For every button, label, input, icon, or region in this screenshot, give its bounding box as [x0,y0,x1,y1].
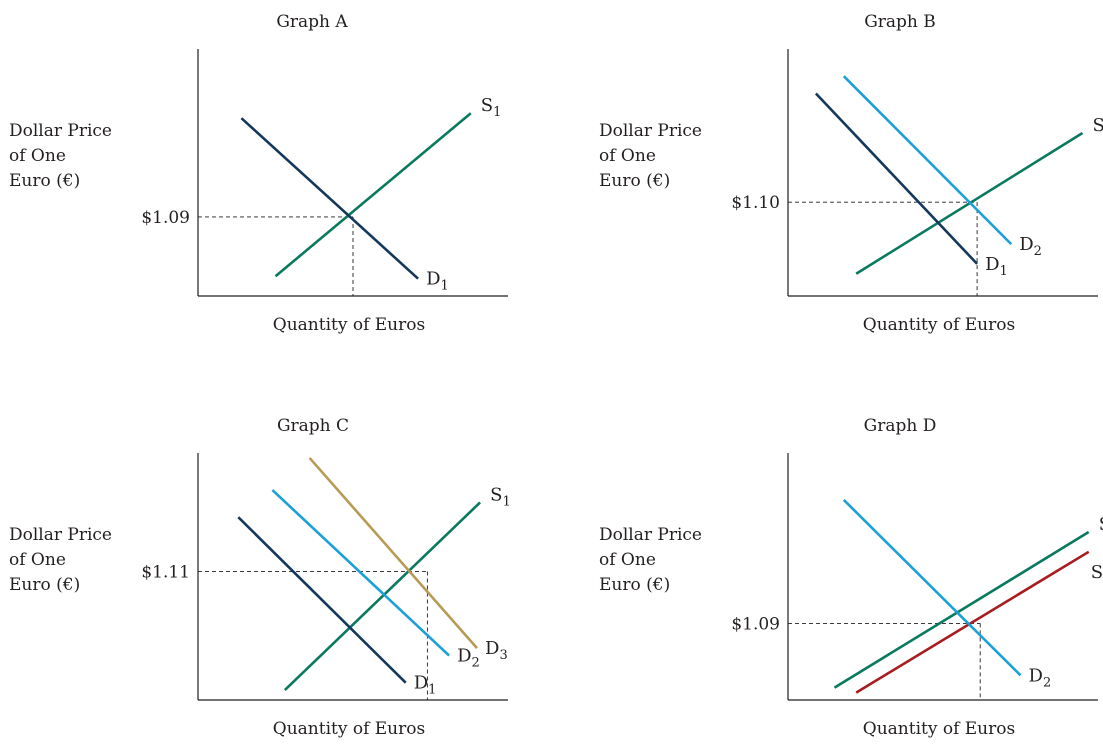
y-axis-label-line: Dollar Price [599,121,702,141]
x-axis-label: Quantity of Euros [863,719,1015,739]
curve-label-letter: D [457,646,471,667]
curve-label-letter: D [1019,234,1033,255]
curve-label-d1: D1 [414,673,437,698]
y-axis-label-line: Dollar Price [9,525,112,545]
supply-curve-s1 [833,530,1090,689]
x-axis-label: Quantity of Euros [863,315,1015,335]
curve-label-subscript: 3 [499,648,507,663]
curve-label-subscript: 2 [1034,244,1042,259]
curve-label-subscript: 1 [441,279,449,294]
curve-label-letter: S [1099,514,1103,535]
price-tick-label: $1.09 [141,208,190,228]
demand-curve-d1 [240,117,419,280]
curve-label-letter: S [490,484,502,505]
curve-label-letter: D [985,254,999,275]
chart-title: Graph B [864,12,936,32]
y-axis-label-line: Euro (€) [599,171,670,191]
chart-title: Graph D [864,416,937,436]
curve-label-letter: D [426,269,440,290]
curve-label-d3: D3 [485,638,508,663]
price-tick-label: $1.09 [731,614,780,634]
curve-label-letter: S [1093,115,1103,136]
curve-label-s2: S2 [1091,562,1103,587]
curve-label-subscript: 1 [1000,264,1008,279]
y-axis-label-line: Euro (€) [9,171,80,191]
curve-label-d2: D2 [1029,665,1052,690]
demand-curve-d1 [237,516,407,684]
demand-curve-d1 [814,92,979,265]
curve-label-subscript: 2 [1043,675,1051,690]
curve-label-s1: S1 [1093,115,1103,140]
curve-label-d1: D1 [426,269,449,294]
curve-label-letter: S [1091,562,1103,583]
curve-label-letter: D [1029,665,1043,686]
y-axis-label-line: of One [599,146,656,166]
curve-label-subscript: 1 [493,105,501,120]
supply-curve-s2 [855,550,1090,694]
y-axis-label-line: Euro (€) [599,575,670,595]
curve-label-s1: S1 [1099,514,1103,539]
curve-label-subscript: 2 [472,656,480,671]
price-tick-label: $1.10 [731,193,780,213]
y-axis-label-line: of One [599,550,656,570]
y-axis-label-line: Euro (€) [9,575,80,595]
curve-label-d2: D2 [1019,234,1042,259]
chart-2: Graph B Dollar Price of One Euro (€) Quantit… [599,12,1103,335]
chart-title: Graph C [277,416,349,436]
demand-curve-d2 [842,499,1022,677]
x-axis-label: Quantity of Euros [273,719,425,739]
chart-4: Graph D Dollar Price of One Euro (€) Quantit… [599,416,1103,739]
chart-1: Graph A Dollar Price of One Euro (€) Quantit… [9,12,508,335]
curve-label-s1: S1 [481,95,502,120]
curve-label-letter: S [481,95,493,116]
y-axis-label: Dollar Price of One Euro (€) [9,525,112,595]
supply-curve-s1 [283,501,482,692]
y-axis-label-line: Dollar Price [9,121,112,141]
demand-curve-d2 [271,489,450,657]
chart-3: Graph C Dollar Price of One Euro (€) Quantit… [9,416,511,739]
y-axis-label-line: Dollar Price [599,525,702,545]
y-axis-label: Dollar Price of One Euro (€) [599,525,702,595]
y-axis-label: Dollar Price of One Euro (€) [599,121,702,191]
curve-label-letter: D [485,638,499,659]
chart-title: Graph A [276,12,348,32]
x-axis-label: Quantity of Euros [273,315,425,335]
curve-label-subscript: 1 [502,494,510,509]
curve-label-d2: D2 [457,646,480,671]
supply-curve-s1 [274,112,472,278]
y-axis-label-line: of One [9,146,66,166]
curve-label-subscript: 1 [428,683,436,698]
curve-label-letter: D [414,673,428,694]
curve-label-d1: D1 [985,254,1008,279]
curve-label-s1: S1 [490,484,511,509]
price-tick-label: $1.11 [141,563,190,583]
demand-curve-d2 [842,75,1013,246]
demand-curve-d3 [308,457,478,649]
y-axis-label-line: of One [9,550,66,570]
y-axis-label: Dollar Price of One Euro (€) [9,121,112,191]
